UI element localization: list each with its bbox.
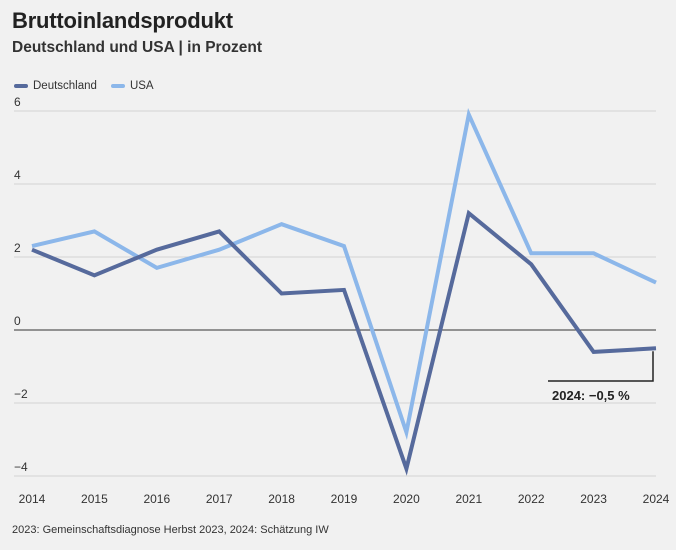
x-tick-label: 2024 (643, 492, 670, 506)
x-tick-label: 2018 (268, 492, 295, 506)
chart-subtitle: Deutschland und USA | in Prozent (12, 39, 263, 56)
legend-label-deutschland: Deutschland (33, 80, 97, 92)
y-tick-label: 4 (14, 168, 21, 182)
x-tick-label: 2022 (518, 492, 545, 506)
annotation-layer: 2024: −0,5 % (548, 351, 654, 403)
y-tick-label: 0 (14, 314, 21, 328)
series-layer (31, 108, 657, 476)
legend-label-usa: USA (129, 80, 154, 92)
grid-layer (14, 110, 656, 477)
x-tick-label: 2017 (206, 492, 233, 506)
legend: Deutschland USA (14, 80, 168, 92)
x-tick-label: 2015 (81, 492, 108, 506)
y-tick-label: −2 (14, 387, 28, 401)
legend-item-deutschland: Deutschland (14, 80, 97, 92)
x-tick-label: 2023 (580, 492, 607, 506)
y-tick-label: −4 (14, 460, 28, 474)
legend-swatch-deutschland (14, 84, 28, 88)
annotation-label: 2024: −0,5 % (552, 388, 630, 403)
y-tick-label: 6 (14, 95, 21, 109)
legend-item-usa: USA (110, 80, 154, 92)
x-tick-label: 2020 (393, 492, 420, 506)
annotation-leader-line (548, 351, 654, 382)
y-tick-label: 2 (14, 241, 21, 255)
x-tick-label: 2014 (19, 492, 46, 506)
series-line-usa (31, 108, 657, 440)
legend-swatch-usa (110, 84, 125, 88)
axis-layer: 6 4 2 0 −2 −4 2014 2015 2016 2017 2018 2019 2020 2021… (14, 95, 670, 506)
x-tick-label: 2021 (455, 492, 482, 506)
chart-title: Bruttoinlandsprodukt (12, 8, 233, 33)
source-note: 2023: Gemeinschaftsdiagnose Herbst 2023,… (12, 524, 329, 536)
x-tick-label: 2016 (143, 492, 170, 506)
x-tick-label: 2019 (331, 492, 358, 506)
